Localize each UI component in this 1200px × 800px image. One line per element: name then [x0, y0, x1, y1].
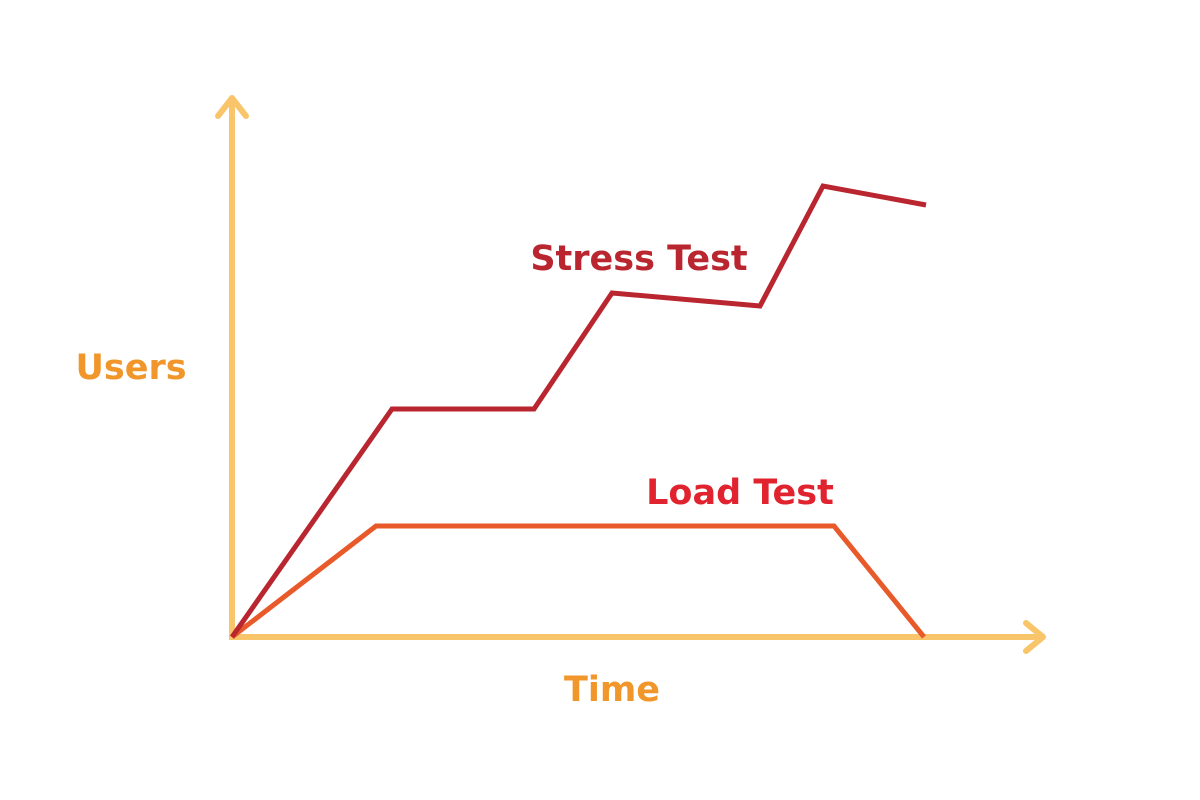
stress-test-label: Stress Test	[530, 239, 747, 279]
load-test-label: Load Test	[646, 473, 834, 513]
load-test-line	[230, 523, 926, 639]
y-axis-label: Users	[75, 348, 186, 388]
stress-test-line	[229, 183, 927, 639]
y-axis-arrow	[215, 95, 249, 119]
axes	[215, 95, 1046, 654]
x-axis-label: Time	[564, 670, 660, 710]
x-axis-arrow	[1023, 620, 1046, 654]
